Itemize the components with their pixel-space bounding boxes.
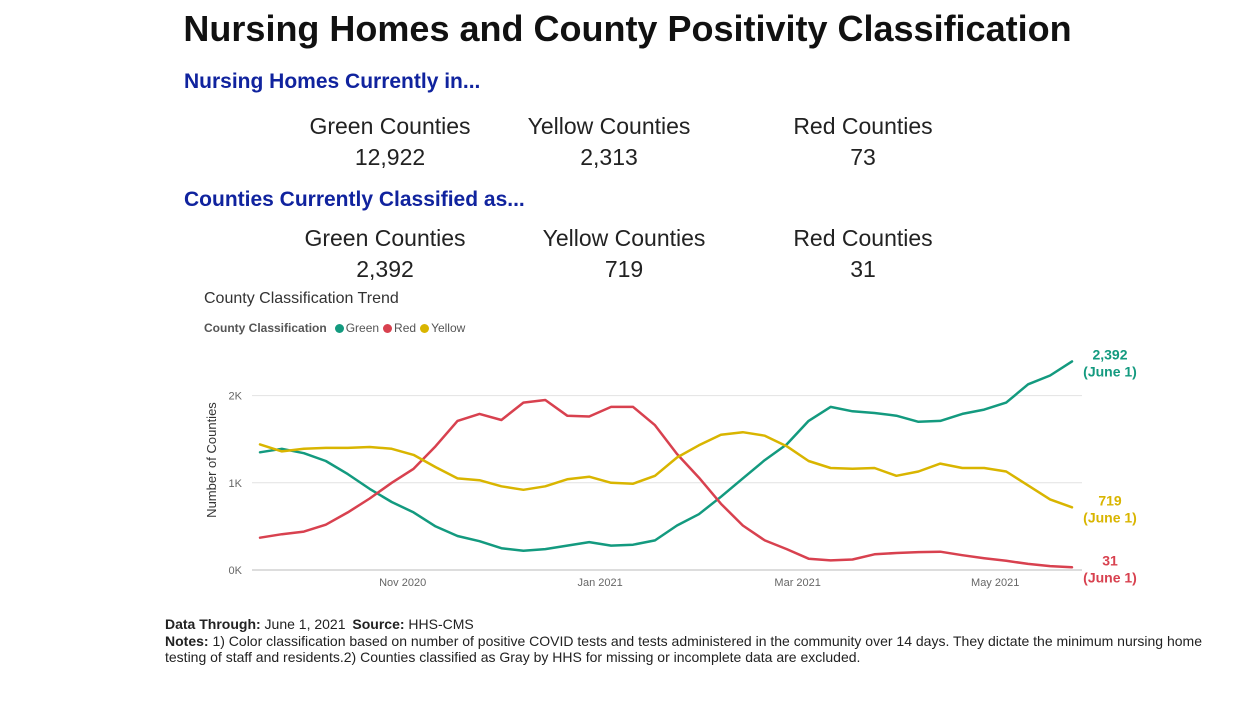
x-tick-label: Nov 2020 bbox=[379, 577, 426, 589]
y-tick-label: 1K bbox=[229, 478, 243, 490]
data-through-label: Data Through: bbox=[165, 616, 261, 632]
co-green-label: Green Counties bbox=[304, 225, 466, 251]
x-tick-label: May 2021 bbox=[971, 577, 1019, 589]
counties-heading: Counties Currently Classified as... bbox=[184, 188, 525, 211]
series-line-yellow bbox=[258, 430, 1074, 509]
nursing-homes-heading: Nursing Homes Currently in... bbox=[184, 70, 481, 93]
notes-label: Notes: bbox=[165, 632, 209, 649]
end-label-yellow: 719 bbox=[1098, 492, 1122, 508]
nh-yellow-value: 2,313 bbox=[580, 144, 638, 170]
x-tick-label: Jan 2021 bbox=[578, 577, 623, 589]
legend-label-red: Red bbox=[394, 321, 417, 335]
legend-item-red[interactable]: Red bbox=[383, 321, 416, 335]
nh-red-value: 73 bbox=[850, 144, 876, 170]
nh-yellow-label: Yellow Counties bbox=[527, 113, 691, 139]
co-green-value: 2,392 bbox=[356, 256, 414, 282]
series-line-red bbox=[258, 398, 1074, 569]
notes-text: 1) Color classification based on number … bbox=[165, 632, 1202, 666]
end-label-red: 31 bbox=[1102, 552, 1118, 568]
legend-title: County Classification bbox=[204, 321, 327, 335]
nh-green-stat: Green Counties 12,922 bbox=[280, 111, 500, 173]
page-title: Nursing Homes and County Positivity Clas… bbox=[183, 8, 1072, 49]
co-yellow-label: Yellow Counties bbox=[542, 225, 706, 251]
y-tick-label: 0K bbox=[229, 565, 243, 577]
data-through-value: June 1, 2021 bbox=[264, 616, 346, 632]
source-label: Source: bbox=[352, 616, 405, 632]
co-yellow-stat: Yellow Counties 719 bbox=[514, 223, 734, 285]
legend-label-green: Green bbox=[345, 321, 380, 335]
legend-item-green[interactable]: Green bbox=[334, 321, 380, 335]
chart-legend: County Classification Green Red Yellow bbox=[204, 321, 469, 335]
legend-item-yellow[interactable]: Yellow bbox=[420, 321, 465, 335]
legend-dot-green bbox=[334, 323, 344, 333]
legend-label-yellow: Yellow bbox=[431, 321, 466, 335]
y-axis-label: Number of Counties bbox=[204, 402, 219, 518]
nh-green-value: 12,922 bbox=[354, 144, 426, 170]
end-label-green: 2,392 bbox=[1092, 346, 1127, 362]
footer-source-line: Data Through: June 1, 2021 Source: HHS-C… bbox=[165, 616, 1235, 633]
co-red-label: Red Counties bbox=[793, 225, 933, 251]
end-sublabel-red: (June 1) bbox=[1083, 569, 1137, 585]
nh-red-stat: Red Counties 73 bbox=[753, 111, 973, 173]
co-green-stat: Green Counties 2,392 bbox=[275, 223, 495, 285]
source-value: HHS-CMS bbox=[408, 616, 474, 632]
nh-green-label: Green Counties bbox=[309, 113, 471, 139]
x-tick-label: Mar 2021 bbox=[774, 577, 820, 589]
chart-title: County Classification Trend bbox=[204, 290, 399, 307]
trend-chart: 0K 1K 2K Number of Counties Nov 2020 Jan 2021… bbox=[204, 346, 1137, 589]
co-red-stat: Red Counties 31 bbox=[753, 223, 973, 285]
y-tick-label: 2K bbox=[229, 391, 243, 403]
end-sublabel-green: (June 1) bbox=[1083, 363, 1137, 379]
co-red-value: 31 bbox=[850, 256, 876, 282]
end-sublabel-yellow: (June 1) bbox=[1083, 509, 1137, 525]
footer: Data Through: June 1, 2021 Source: HHS-C… bbox=[165, 616, 1235, 666]
nh-yellow-stat: Yellow Counties 2,313 bbox=[499, 111, 719, 173]
nh-red-label: Red Counties bbox=[793, 113, 933, 139]
legend-dot-red bbox=[383, 323, 393, 333]
footer-notes-line: Notes: 1) Color classification based on … bbox=[165, 633, 1235, 666]
legend-dot-yellow bbox=[420, 323, 430, 333]
co-yellow-value: 719 bbox=[604, 256, 644, 282]
series-line-green bbox=[258, 360, 1074, 553]
